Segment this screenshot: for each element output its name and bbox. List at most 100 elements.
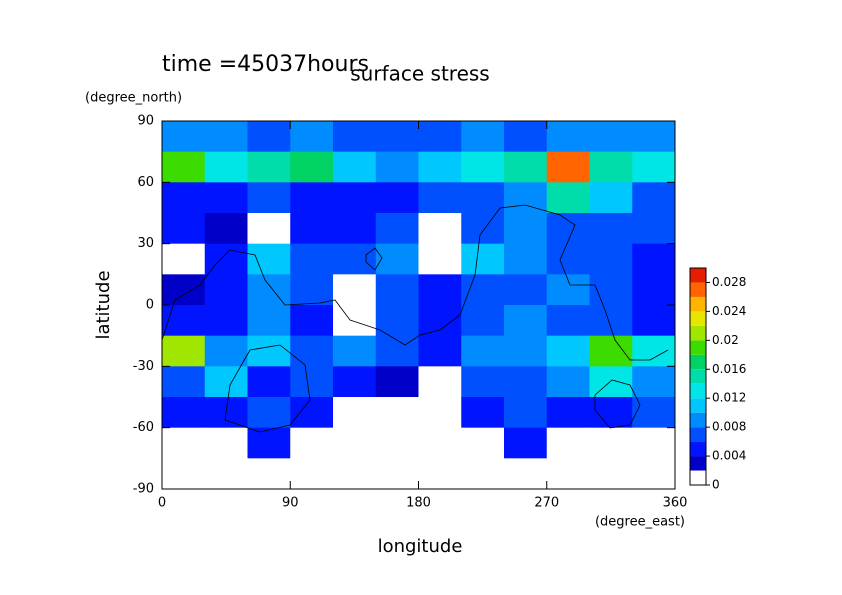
cell bbox=[375, 182, 419, 214]
colorbar-band bbox=[690, 441, 706, 457]
colorbar-band bbox=[690, 412, 706, 428]
cell bbox=[204, 182, 248, 214]
x-tick-label: 270 bbox=[534, 496, 559, 511]
cell bbox=[632, 121, 676, 153]
cell bbox=[375, 397, 419, 429]
cell bbox=[546, 458, 590, 490]
x-tick-label: 180 bbox=[406, 496, 431, 511]
cell bbox=[290, 243, 334, 275]
cell bbox=[418, 151, 462, 183]
cell bbox=[375, 274, 419, 306]
cell bbox=[204, 335, 248, 367]
cell bbox=[333, 427, 377, 459]
cell bbox=[290, 274, 334, 306]
cell bbox=[418, 366, 462, 398]
cell bbox=[162, 335, 206, 367]
cell bbox=[333, 213, 377, 245]
cell bbox=[333, 335, 377, 367]
cell bbox=[461, 427, 505, 459]
cell bbox=[162, 366, 206, 398]
cell bbox=[589, 305, 633, 337]
cell bbox=[418, 182, 462, 214]
cell bbox=[247, 335, 291, 367]
chart-title: surface stress bbox=[350, 62, 489, 86]
cell bbox=[504, 305, 548, 337]
cell bbox=[546, 335, 590, 367]
cell bbox=[632, 458, 676, 490]
colorbar-tick-label: 0.016 bbox=[712, 362, 746, 376]
cell bbox=[375, 458, 419, 490]
cell bbox=[204, 274, 248, 306]
cell bbox=[546, 182, 590, 214]
cell bbox=[418, 213, 462, 245]
cell bbox=[461, 274, 505, 306]
cell bbox=[247, 243, 291, 275]
cell bbox=[162, 151, 206, 183]
cell bbox=[375, 213, 419, 245]
colorbar-tick-label: 0 bbox=[712, 478, 720, 492]
cell bbox=[504, 182, 548, 214]
y-tick-label: 30 bbox=[137, 236, 154, 251]
cell bbox=[204, 366, 248, 398]
cell bbox=[589, 243, 633, 275]
cell bbox=[204, 458, 248, 490]
cell bbox=[546, 243, 590, 275]
cell bbox=[632, 427, 676, 459]
cell bbox=[418, 427, 462, 459]
y-tick-label: -60 bbox=[133, 420, 154, 435]
cell bbox=[632, 274, 676, 306]
cell bbox=[504, 427, 548, 459]
coastline bbox=[224, 344, 311, 433]
cell bbox=[546, 151, 590, 183]
cell bbox=[589, 458, 633, 490]
cell bbox=[461, 213, 505, 245]
cell bbox=[162, 243, 206, 275]
colorbar-band bbox=[690, 398, 706, 413]
colorbar-band bbox=[690, 325, 706, 341]
cell bbox=[546, 397, 590, 429]
cell bbox=[504, 213, 548, 245]
cell bbox=[247, 213, 291, 245]
cell bbox=[290, 397, 334, 429]
cell bbox=[290, 335, 334, 367]
cell bbox=[418, 121, 462, 153]
cell bbox=[546, 213, 590, 245]
cell bbox=[204, 213, 248, 245]
cell bbox=[418, 335, 462, 367]
cell bbox=[333, 121, 377, 153]
coastlines bbox=[161, 204, 669, 433]
cell bbox=[375, 243, 419, 275]
cell bbox=[333, 151, 377, 183]
cell bbox=[162, 458, 206, 490]
field bbox=[162, 121, 676, 490]
colorbar-band bbox=[690, 340, 706, 355]
y-tick-label: -90 bbox=[133, 482, 154, 497]
cell bbox=[632, 305, 676, 337]
cell bbox=[418, 243, 462, 275]
colorbar-band bbox=[690, 354, 706, 370]
y-tick-label: 0 bbox=[146, 298, 154, 313]
cell bbox=[375, 121, 419, 153]
cell bbox=[589, 366, 633, 398]
cell bbox=[290, 305, 334, 337]
x-unit: (degree_east) bbox=[595, 515, 685, 530]
cell bbox=[162, 121, 206, 153]
y-axis-label: latitude bbox=[93, 270, 114, 339]
cell bbox=[589, 213, 633, 245]
cell bbox=[333, 305, 377, 337]
chart-subtitle: time =45037hours bbox=[162, 52, 369, 77]
cell bbox=[247, 366, 291, 398]
cell bbox=[504, 121, 548, 153]
cell bbox=[204, 427, 248, 459]
cell bbox=[290, 458, 334, 490]
cell bbox=[546, 274, 590, 306]
y-tick-label: 90 bbox=[137, 114, 154, 129]
cell bbox=[333, 243, 377, 275]
cell bbox=[504, 397, 548, 429]
cell bbox=[418, 305, 462, 337]
colorbar-band bbox=[690, 282, 706, 297]
cell bbox=[333, 397, 377, 429]
x-tick-label: 90 bbox=[282, 496, 299, 511]
